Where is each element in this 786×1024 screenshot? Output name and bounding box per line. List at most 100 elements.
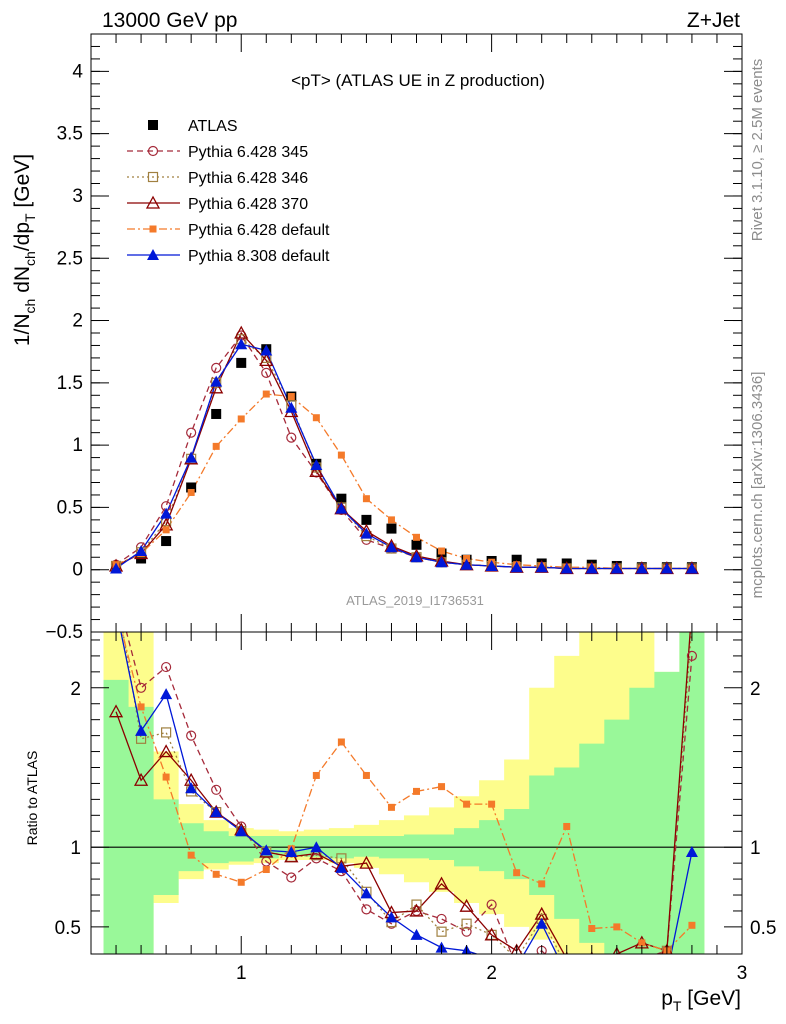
ratio-point-pythia-6-428-default xyxy=(613,923,621,931)
ratio-point-pythia-6-428-default xyxy=(688,921,696,929)
main-point-pythia-8-308-default xyxy=(510,561,523,573)
main-y-tick-label: 1 xyxy=(72,435,83,456)
legend-label-pythia-8-308-default: Pythia 8.308 default xyxy=(188,248,330,265)
main-point-pythia-6-428-370 xyxy=(234,325,249,339)
header-process-label: 13000 GeV pp xyxy=(102,9,237,32)
main-point-pythia-8-308-default xyxy=(485,559,498,571)
main-point-pythia-8-308-default xyxy=(610,562,623,574)
uncertainty-band-stat xyxy=(103,632,705,954)
ratio-point-pythia-6-428-default xyxy=(312,771,320,779)
x-tick-label: 2 xyxy=(486,963,497,984)
main-point-pythia-6-428-default xyxy=(162,526,170,534)
main-point-pythia-6-428-default xyxy=(287,393,295,401)
ratio-point-pythia-8-308-default xyxy=(260,844,273,856)
ratio-point-pythia-6-428-345 xyxy=(135,682,147,693)
main-point-pythia-6-428-default xyxy=(187,488,195,496)
ratio-point-pythia-6-428-346 xyxy=(586,953,597,954)
ratio-point-pythia-6-428-345 xyxy=(562,970,571,979)
main-point-pythia-8-308-default xyxy=(110,562,123,574)
main-point-pythia-8-308-default xyxy=(260,344,273,356)
mcplots-reference-label: mcplots.cern.ch [arXiv:1306.3436] xyxy=(749,372,766,599)
main-line-pythia-8-308-default xyxy=(115,343,692,570)
main-point-pythia-6-428-370 xyxy=(309,463,324,477)
ratio-point-pythia-6-428-346 xyxy=(161,727,172,738)
main-y-tick-label: 2.5 xyxy=(57,248,83,269)
ratio-point-pythia-6-428-345 xyxy=(587,962,596,971)
legend-label-atlas: ATLAS xyxy=(188,118,238,135)
main-y-tick-label: 0.5 xyxy=(57,497,83,518)
ratio-point-pythia-6-428-370 xyxy=(108,704,124,718)
main-point-pythia-8-308-default xyxy=(660,562,673,574)
ratio-point-pythia-8-308-default xyxy=(410,928,423,940)
ratio-line-pythia-6-428-default xyxy=(121,632,693,952)
main-point-pythia-6-428-default xyxy=(237,415,245,423)
ratio-point-pythia-6-428-345 xyxy=(461,926,472,937)
ratio-point-pythia-8-308-default xyxy=(661,969,673,980)
main-point-pythia-8-308-default xyxy=(360,527,373,539)
main-point-pythia-6-428-345 xyxy=(186,427,197,438)
ratio-point-pythia-6-428-default xyxy=(337,738,345,746)
ratio-point-pythia-8-308-default xyxy=(586,969,598,980)
main-point-pythia-8-308-default xyxy=(310,459,323,471)
ratio-point-pythia-8-308-default xyxy=(385,911,398,923)
legend-marker-pythia-6-428-370 xyxy=(145,195,161,209)
header-final-state-label: Z+Jet xyxy=(687,9,740,32)
main-point-atlas xyxy=(386,523,397,534)
ratio-point-pythia-6-428-345 xyxy=(361,904,372,915)
main-y-tick-label: 3 xyxy=(72,186,83,207)
main-point-atlas xyxy=(511,554,522,565)
main-point-pythia-8-308-default xyxy=(160,507,173,519)
main-line-pythia-6-428-default xyxy=(115,393,692,570)
legend-marker-pythia-6-428-346 xyxy=(147,171,159,183)
main-point-atlas xyxy=(211,408,222,419)
ratio-point-pythia-6-428-default xyxy=(212,870,220,878)
main-point-atlas xyxy=(161,536,172,547)
chart-title: <pT> (ATLAS UE in Z production) xyxy=(291,71,545,90)
ratio-point-pythia-6-428-370 xyxy=(309,846,324,860)
main-y-tick-label: 4 xyxy=(72,61,83,82)
ratio-y-tick-label-right: 1 xyxy=(750,838,761,859)
ratio-point-pythia-6-428-345 xyxy=(686,650,698,662)
ratio-point-pythia-6-428-345 xyxy=(211,784,222,795)
main-y-tick-label: 1.5 xyxy=(57,373,83,394)
main-point-pythia-8-308-default xyxy=(135,545,148,557)
ratio-point-pythia-6-428-370 xyxy=(459,898,474,912)
ratio-point-pythia-8-308-default xyxy=(135,724,148,736)
ratio-point-pythia-6-428-370 xyxy=(359,855,374,869)
legend-label-pythia-6-428-345: Pythia 6.428 345 xyxy=(188,144,308,161)
ratio-point-pythia-6-428-370 xyxy=(510,943,523,954)
ratio-point-pythia-6-428-345 xyxy=(512,962,521,971)
ratio-point-pythia-6-428-370 xyxy=(133,772,149,786)
main-point-pythia-8-308-default xyxy=(435,556,448,568)
ratio-point-pythia-6-428-345 xyxy=(286,872,297,883)
ratio-point-pythia-8-308-default xyxy=(335,861,348,873)
ratio-point-pythia-8-308-default xyxy=(285,845,298,857)
main-point-pythia-8-308-default xyxy=(285,401,298,413)
ratio-y-axis-label: Ratio to ATLAS xyxy=(24,751,40,846)
main-line-pythia-6-428-346 xyxy=(115,338,692,570)
ratio-point-pythia-8-308-default xyxy=(611,969,623,980)
ratio-y-tick-label: 1 xyxy=(70,838,81,859)
main-line-pythia-6-428-370 xyxy=(115,331,692,570)
analysis-label: ATLAS_2019_I1736531 xyxy=(346,593,484,608)
ratio-point-pythia-6-428-default xyxy=(413,787,420,795)
ratio-point-pythia-6-428-346 xyxy=(112,588,121,597)
ratio-point-pythia-6-428-default xyxy=(588,924,596,932)
main-point-pythia-6-428-default xyxy=(212,442,220,450)
ratio-point-pythia-8-308-default xyxy=(535,917,548,929)
ratio-point-pythia-8-308-default xyxy=(185,782,198,794)
ratio-point-pythia-8-308-default xyxy=(511,961,523,972)
ratio-point-pythia-6-428-default xyxy=(162,773,170,781)
ratio-line-pythia-6-428-370 xyxy=(115,632,691,954)
main-point-pythia-6-428-default xyxy=(438,547,446,555)
ratio-point-pythia-6-428-346 xyxy=(562,962,571,971)
main-line-pythia-6-428-345 xyxy=(115,334,692,570)
ratio-point-pythia-6-428-345 xyxy=(186,730,197,741)
main-point-pythia-6-428-370 xyxy=(209,380,224,394)
legend-marker-pythia-8-308-default xyxy=(147,249,159,260)
x-axis-label: pT [GeV] xyxy=(661,987,741,1014)
ratio-point-pythia-6-428-default xyxy=(538,880,546,888)
legend-label-pythia-6-428-346: Pythia 6.428 346 xyxy=(188,170,308,187)
ratio-line-pythia-6-428-345 xyxy=(125,632,693,954)
